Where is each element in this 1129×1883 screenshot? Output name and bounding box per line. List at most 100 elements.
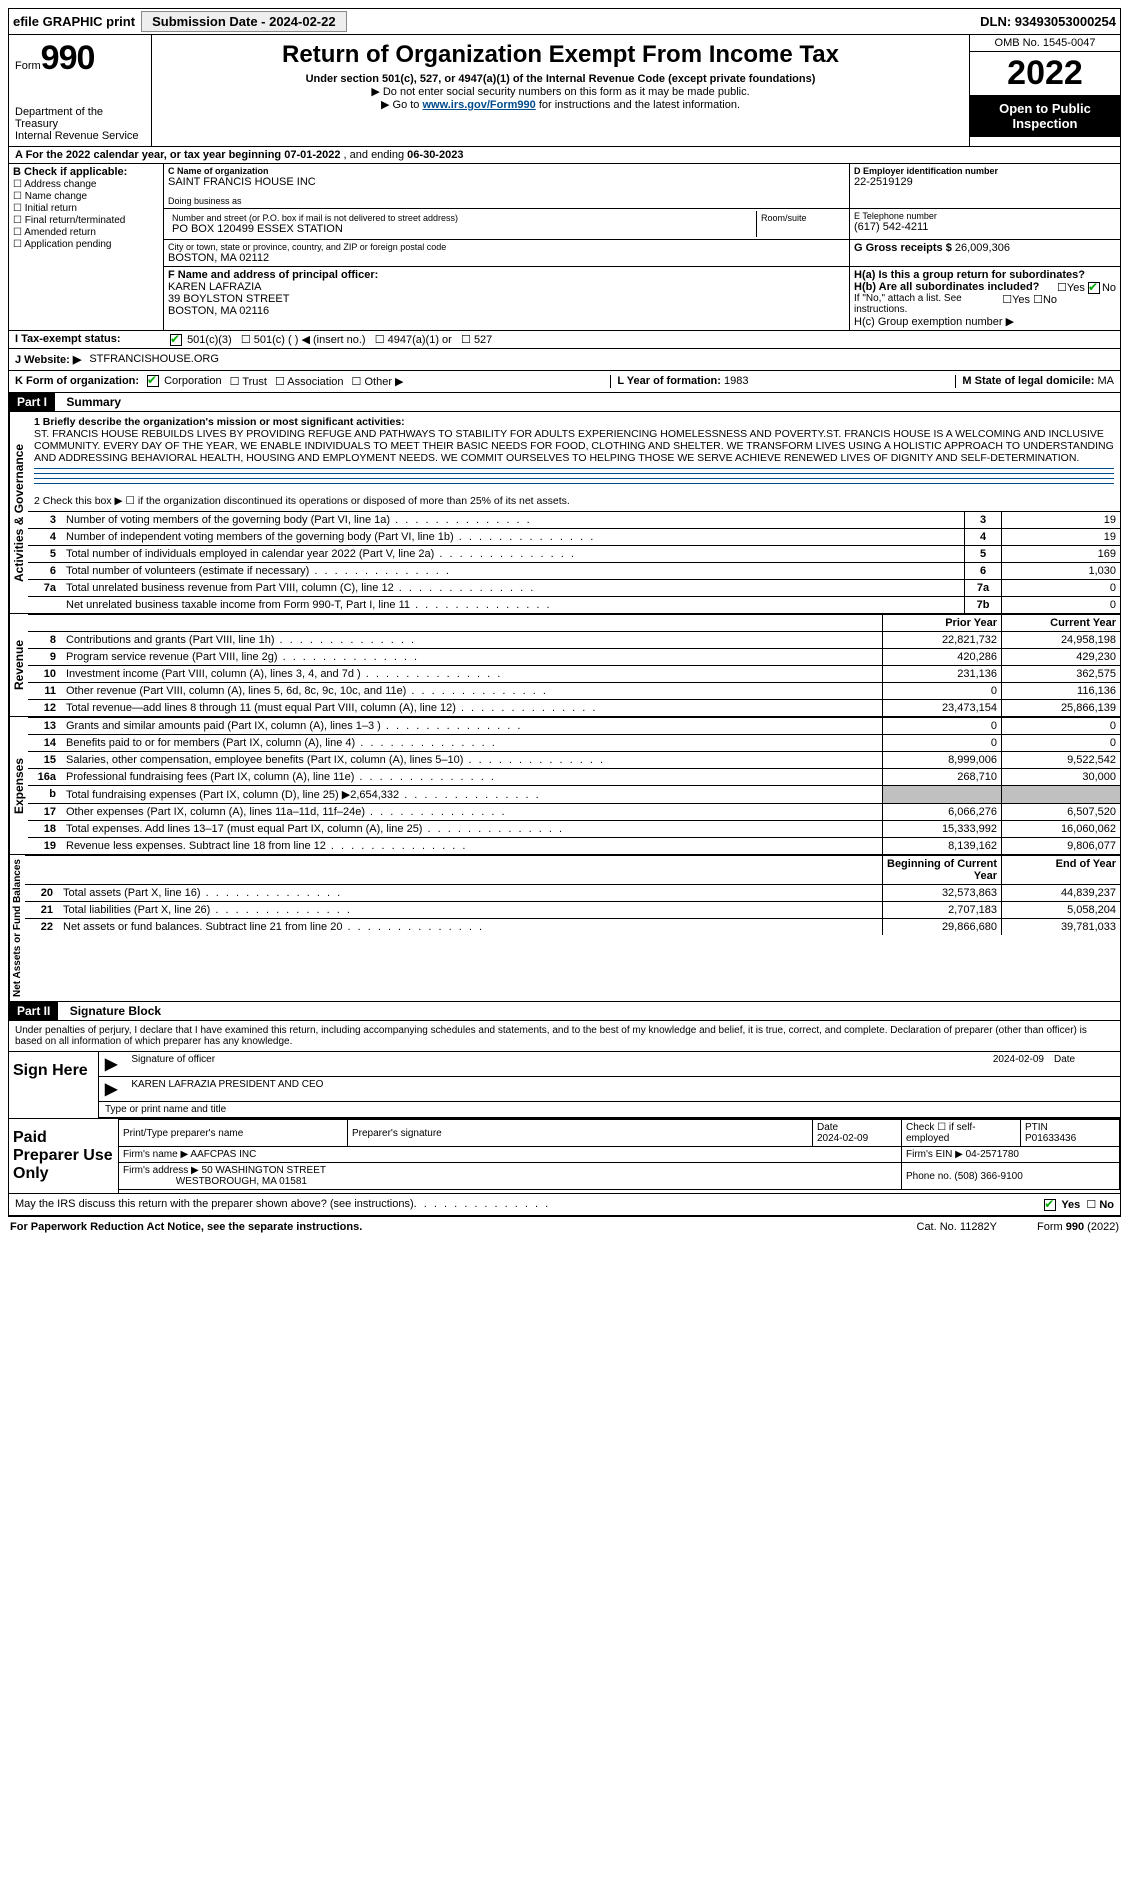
perjury-text: Under penalties of perjury, I declare th…: [9, 1021, 1120, 1051]
form-number: 990: [41, 39, 95, 77]
top-bar: efile GRAPHIC print Submission Date - 20…: [8, 8, 1121, 35]
table-row: 6Total number of volunteers (estimate if…: [28, 563, 1120, 580]
vtab-netassets: Net Assets or Fund Balances: [9, 855, 25, 1001]
gross-receipts: 26,009,306: [955, 242, 1010, 254]
paid-preparer-grid: Paid Preparer Use Only Print/Type prepar…: [9, 1118, 1120, 1193]
section-bcdeg: B Check if applicable: ☐ Address change …: [8, 164, 1121, 331]
vtab-revenue: Revenue: [9, 614, 28, 716]
g-block: G Gross receipts $ 26,009,306: [850, 240, 1120, 267]
chk-address-change[interactable]: ☐ Address change: [13, 179, 159, 190]
ein-value: 22-2519129: [854, 176, 1116, 188]
row-klm: K Form of organization: Corporation ☐ Tr…: [8, 371, 1121, 393]
header-center: Return of Organization Exempt From Incom…: [152, 35, 970, 146]
officer-name: KAREN LAFRAZIA: [168, 281, 845, 293]
table-row: 16aProfessional fundraising fees (Part I…: [28, 769, 1120, 786]
header-right: OMB No. 1545-0047 2022 Open to Public In…: [970, 35, 1120, 146]
table-row: 20Total assets (Part X, line 16)32,573,8…: [25, 885, 1120, 902]
table-row: 22Net assets or fund balances. Subtract …: [25, 919, 1120, 936]
chk-corp[interactable]: [147, 375, 159, 387]
submission-date-button[interactable]: Submission Date - 2024-02-22: [141, 11, 347, 32]
chk-name-change[interactable]: ☐ Name change: [13, 191, 159, 202]
prep-self-employed[interactable]: Check ☐ if self-employed: [902, 1120, 1021, 1147]
open-public: Open to Public Inspection: [970, 95, 1120, 137]
chk-initial-return[interactable]: ☐ Initial return: [13, 203, 159, 214]
website-value: STFRANCISHOUSE.ORG: [89, 353, 219, 366]
signature-block: Under penalties of perjury, I declare th…: [8, 1021, 1121, 1216]
table-row: bTotal fundraising expenses (Part IX, co…: [28, 786, 1120, 804]
ag-table: 3Number of voting members of the governi…: [28, 511, 1120, 613]
row-i: I Tax-exempt status: 501(c)(3) ☐ 501(c) …: [8, 331, 1121, 349]
table-row: 8Contributions and grants (Part VIII, li…: [28, 632, 1120, 649]
form-footer: Form 990 (2022): [1037, 1221, 1119, 1233]
cat-no: Cat. No. 11282Y: [917, 1221, 998, 1233]
officer-print-name: KAREN LAFRAZIA PRESIDENT AND CEO: [131, 1079, 323, 1099]
na-table: Beginning of Current YearEnd of Year 20T…: [25, 855, 1120, 935]
chk-amended[interactable]: ☐ Amended return: [13, 227, 159, 238]
table-row: 4Number of independent voting members of…: [28, 529, 1120, 546]
chk-501c3[interactable]: [170, 334, 182, 346]
table-row: 12Total revenue—add lines 8 through 11 (…: [28, 700, 1120, 717]
row-j: J Website: ▶ STFRANCISHOUSE.ORG: [8, 349, 1121, 371]
form-header: Form990 Department of the Treasury Inter…: [8, 35, 1121, 147]
pra-notice: For Paperwork Reduction Act Notice, see …: [10, 1221, 362, 1233]
table-row: 21Total liabilities (Part X, line 26)2,7…: [25, 902, 1120, 919]
c-city-block: City or town, state or province, country…: [164, 240, 850, 267]
discuss-yes[interactable]: [1044, 1199, 1056, 1211]
vtab-expenses: Expenses: [9, 717, 28, 854]
mission-text: ST. FRANCIS HOUSE REBUILDS LIVES BY PROV…: [34, 428, 1114, 464]
table-row: 3Number of voting members of the governi…: [28, 512, 1120, 529]
vtab-activities: Activities & Governance: [9, 412, 28, 613]
discuss-text: May the IRS discuss this return with the…: [15, 1198, 414, 1211]
sig-arrow-icon-2: ▶: [105, 1079, 117, 1099]
part1-na: Net Assets or Fund Balances Beginning of…: [8, 855, 1121, 1002]
ptin: P01633436: [1025, 1133, 1076, 1144]
part2-header: Part II Signature Block: [8, 1002, 1121, 1021]
tax-year-end: 06-30-2023: [407, 149, 463, 161]
exp-table: 13Grants and similar amounts paid (Part …: [28, 717, 1120, 854]
irs-label: Internal Revenue Service: [15, 130, 145, 142]
form990-link[interactable]: www.irs.gov/Form990: [422, 99, 535, 111]
form-word: Form: [15, 60, 41, 72]
sig-arrow-icon: ▶: [105, 1054, 117, 1074]
table-row: 10Investment income (Part VIII, column (…: [28, 666, 1120, 683]
dept-treasury: Department of the Treasury: [15, 106, 145, 130]
table-row: 9Program service revenue (Part VIII, lin…: [28, 649, 1120, 666]
chk-final-return[interactable]: ☐ Final return/terminated: [13, 215, 159, 226]
phone-value: (617) 542-4211: [854, 221, 1116, 233]
table-row: 18Total expenses. Add lines 13–17 (must …: [28, 821, 1120, 838]
table-row: 14Benefits paid to or for members (Part …: [28, 735, 1120, 752]
part1-rev: Revenue Prior YearCurrent Year 8Contribu…: [8, 614, 1121, 717]
part1-header: Part I Summary: [8, 393, 1121, 412]
sign-here-grid: Sign Here ▶Signature of officer2024-02-0…: [9, 1051, 1120, 1118]
table-row: Net unrelated business taxable income fr…: [28, 597, 1120, 614]
table-row: 15Salaries, other compensation, employee…: [28, 752, 1120, 769]
header-sub3: ▶ Go to www.irs.gov/Form990 for instruct…: [160, 98, 961, 111]
row-a: A For the 2022 calendar year, or tax yea…: [8, 147, 1121, 164]
part1-ag: Activities & Governance 1 Briefly descri…: [8, 412, 1121, 614]
c-name-block: C Name of organization SAINT FRANCIS HOU…: [164, 164, 850, 209]
rev-table: Prior YearCurrent Year 8Contributions an…: [28, 614, 1120, 716]
col-b: B Check if applicable: ☐ Address change …: [9, 164, 164, 330]
b-label: B Check if applicable:: [13, 166, 159, 178]
e-block: E Telephone number (617) 542-4211: [850, 209, 1120, 240]
form-title: Return of Organization Exempt From Incom…: [160, 41, 961, 69]
dln-label: DLN: 93493053000254: [980, 14, 1116, 29]
efile-label: efile GRAPHIC print: [13, 14, 135, 29]
table-row: 7aTotal unrelated business revenue from …: [28, 580, 1120, 597]
org-name: SAINT FRANCIS HOUSE INC: [168, 176, 845, 188]
table-row: 13Grants and similar amounts paid (Part …: [28, 718, 1120, 735]
footer: For Paperwork Reduction Act Notice, see …: [8, 1216, 1121, 1237]
form-number-block: Form990 Department of the Treasury Inter…: [9, 35, 152, 146]
ha-no-check[interactable]: [1088, 282, 1100, 294]
firm-ein: 04-2571780: [966, 1149, 1019, 1160]
tax-year-begin: 07-01-2022: [284, 149, 340, 161]
chk-app-pending[interactable]: ☐ Application pending: [13, 239, 159, 250]
part1-exp: Expenses 13Grants and similar amounts pa…: [8, 717, 1121, 855]
city-value: BOSTON, MA 02112: [168, 252, 845, 264]
firm-addr: 50 WASHINGTON STREET: [202, 1165, 326, 1176]
row-a-label: A For the 2022 calendar year, or tax yea…: [15, 149, 284, 161]
tax-year: 2022: [970, 52, 1120, 95]
line2: 2 Check this box ▶ ☐ if the organization…: [28, 491, 1120, 511]
table-row: 17Other expenses (Part IX, column (A), l…: [28, 804, 1120, 821]
c-street-block: Number and street (or P.O. box if mail i…: [164, 209, 850, 240]
